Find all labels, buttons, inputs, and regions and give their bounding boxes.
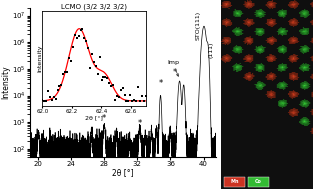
- Y-axis label: Intensity: Intensity: [37, 45, 42, 72]
- Point: [126, 100, 131, 103]
- X-axis label: 2θ [°]: 2θ [°]: [112, 168, 134, 177]
- X-axis label: 2θ [°]: 2θ [°]: [85, 116, 103, 121]
- Point: [70, 45, 75, 48]
- Point: [133, 100, 138, 103]
- Point: [64, 71, 69, 74]
- Text: STO(111): STO(111): [195, 11, 200, 40]
- Text: *: *: [172, 68, 177, 77]
- Point: [51, 96, 56, 99]
- Point: [47, 96, 52, 99]
- Point: [97, 55, 102, 58]
- Y-axis label: Intensity: Intensity: [1, 65, 10, 99]
- Title: LCMO (3/2 3/2 3/2): LCMO (3/2 3/2 3/2): [61, 4, 127, 10]
- Point: [69, 60, 74, 63]
- Point: [118, 88, 123, 91]
- Point: [74, 36, 79, 40]
- Text: Mn: Mn: [230, 179, 239, 184]
- Point: [112, 98, 117, 101]
- Point: [76, 35, 81, 38]
- Point: [103, 75, 108, 78]
- Point: [95, 72, 100, 75]
- Text: Co: Co: [255, 179, 262, 184]
- Point: [131, 98, 136, 101]
- Point: [99, 79, 104, 82]
- Point: [63, 70, 68, 73]
- Point: [143, 95, 148, 98]
- Point: [61, 73, 66, 76]
- Point: [91, 60, 96, 63]
- Point: [67, 56, 72, 59]
- Point: [53, 98, 58, 101]
- Point: [107, 81, 112, 84]
- Point: [82, 36, 87, 39]
- Point: [101, 75, 106, 78]
- Text: *: *: [158, 78, 163, 88]
- Point: [84, 39, 89, 42]
- Text: Imp: Imp: [167, 60, 179, 76]
- Point: [93, 64, 98, 67]
- Point: [59, 83, 64, 86]
- Point: [136, 86, 141, 89]
- Point: [139, 94, 144, 97]
- Point: [78, 28, 83, 31]
- Text: *: *: [138, 119, 142, 128]
- Point: [128, 94, 133, 97]
- Point: [86, 46, 91, 50]
- Point: [80, 27, 85, 30]
- Point: [141, 100, 146, 103]
- Point: [45, 89, 50, 92]
- Point: [42, 100, 47, 103]
- Point: [57, 84, 62, 87]
- Point: [122, 93, 127, 96]
- Point: [44, 100, 49, 103]
- Point: [109, 85, 114, 88]
- Point: [105, 76, 110, 79]
- Point: [130, 99, 135, 102]
- Point: [72, 33, 77, 36]
- Text: *: *: [102, 114, 106, 123]
- Bar: [224, 177, 245, 187]
- Point: [55, 89, 60, 92]
- Text: (1/2 1/2 1/2): (1/2 1/2 1/2): [42, 137, 82, 145]
- Text: (111): (111): [208, 42, 213, 58]
- Point: [114, 94, 119, 97]
- Point: [90, 53, 95, 56]
- Point: [137, 100, 142, 103]
- Bar: [249, 177, 269, 187]
- Point: [116, 96, 121, 99]
- Point: [124, 100, 129, 103]
- Point: [120, 87, 125, 90]
- Point: [88, 66, 93, 69]
- Point: [49, 98, 54, 101]
- Point: [110, 83, 115, 86]
- Point: [40, 99, 45, 102]
